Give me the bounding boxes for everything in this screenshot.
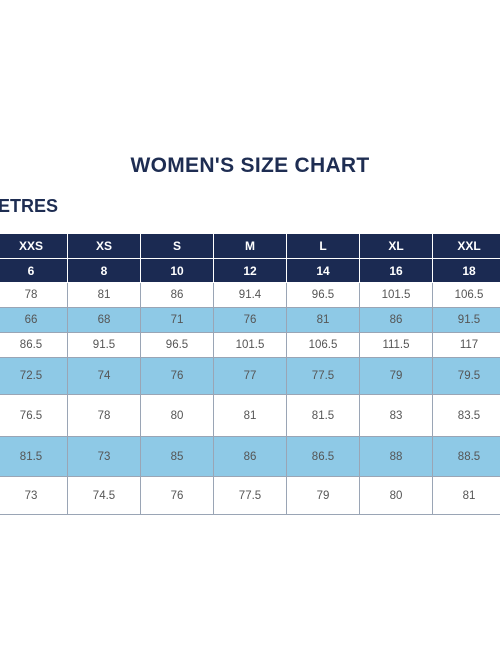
table-cell: 86.5: [286, 436, 360, 477]
table-cell: 76: [213, 307, 287, 333]
table-cell: 81.5: [286, 394, 360, 437]
table-cell: 86: [140, 282, 214, 308]
table-row: 76.5 78 80 81 81.5 83 83.5: [0, 394, 500, 437]
table-cell: 81: [213, 394, 287, 437]
table-cell: 106.5: [286, 332, 360, 358]
table-cell: 96.5: [140, 332, 214, 358]
table-cell: 78: [0, 282, 68, 308]
table-cell: 83: [359, 394, 433, 437]
table-cell: 96.5: [286, 282, 360, 308]
table-cell: 86.5: [0, 332, 68, 358]
table-cell: 14: [286, 258, 360, 283]
table-cell: 81.5: [0, 436, 68, 477]
table-cell: XL: [359, 233, 433, 259]
table-cell: 76: [140, 476, 214, 515]
table-cell: 76: [140, 357, 214, 395]
table-cell: 18: [432, 258, 500, 283]
table-cell: 74: [67, 357, 141, 395]
table-cell: 74.5: [67, 476, 141, 515]
table-cell: 79: [286, 476, 360, 515]
table-cell: 77: [213, 357, 287, 395]
table-cell: XXL: [432, 233, 500, 259]
table-cell: 81: [67, 282, 141, 308]
table-cell: 68: [67, 307, 141, 333]
table-row: 86.5 91.5 96.5 101.5 106.5 111.5 117: [0, 332, 500, 358]
table-cell: 73: [0, 476, 68, 515]
table-cell: 12: [213, 258, 287, 283]
table-cell: 88.5: [432, 436, 500, 477]
table-row: 66 68 71 76 81 86 91.5: [0, 307, 500, 333]
table-cell: 10: [140, 258, 214, 283]
table-cell: 66: [0, 307, 68, 333]
table-cell: 111.5: [359, 332, 433, 358]
table-cell: 76.5: [0, 394, 68, 437]
table-cell: 81: [432, 476, 500, 515]
table-cell: XS: [67, 233, 141, 259]
size-table-container: XXS XS S M L XL XXL 6 8 10 12 14 16 18 78 81 86 91.4 96.5 1…: [0, 233, 500, 515]
table-cell: 91.4: [213, 282, 287, 308]
table-cell: 81: [286, 307, 360, 333]
table-row: 81.5 73 85 86 86.5 88 88.5: [0, 436, 500, 477]
table-cell: S: [140, 233, 214, 259]
unit-label: ETRES: [0, 196, 59, 216]
table-cell: 78: [67, 394, 141, 437]
table-cell: XXS: [0, 233, 68, 259]
table-cell: 106.5: [432, 282, 500, 308]
table-cell: 117: [432, 332, 500, 358]
table-cell: 80: [359, 476, 433, 515]
table-row: 78 81 86 91.4 96.5 101.5 106.5: [0, 282, 500, 308]
size-table: XXS XS S M L XL XXL 6 8 10 12 14 16 18 78 81 86 91.4 96.5 1…: [0, 233, 500, 515]
table-cell: 85: [140, 436, 214, 477]
table-cell: 101.5: [213, 332, 287, 358]
table-cell: 16: [359, 258, 433, 283]
table-cell: M: [213, 233, 287, 259]
table-cell: 88: [359, 436, 433, 477]
table-cell: 77.5: [286, 357, 360, 395]
table-row: 73 74.5 76 77.5 79 80 81: [0, 476, 500, 515]
table-cell: 73: [67, 436, 141, 477]
table-cell: 91.5: [67, 332, 141, 358]
table-cell: 6: [0, 258, 68, 283]
table-cell: 71: [140, 307, 214, 333]
table-cell: 77.5: [213, 476, 287, 515]
table-cell: 72.5: [0, 357, 68, 395]
table-cell: 86: [213, 436, 287, 477]
table-row: 72.5 74 76 77 77.5 79 79.5: [0, 357, 500, 395]
table-cell: 83.5: [432, 394, 500, 437]
page-title: WOMEN'S SIZE CHART: [130, 154, 370, 177]
table-cell: 79: [359, 357, 433, 395]
size-number-row: 6 8 10 12 14 16 18: [0, 258, 500, 283]
table-cell: L: [286, 233, 360, 259]
table-cell: 86: [359, 307, 433, 333]
table-cell: 101.5: [359, 282, 433, 308]
table-cell: 79.5: [432, 357, 500, 395]
size-letter-row: XXS XS S M L XL XXL: [0, 233, 500, 259]
table-cell: 80: [140, 394, 214, 437]
table-cell: 8: [67, 258, 141, 283]
table-cell: 91.5: [432, 307, 500, 333]
